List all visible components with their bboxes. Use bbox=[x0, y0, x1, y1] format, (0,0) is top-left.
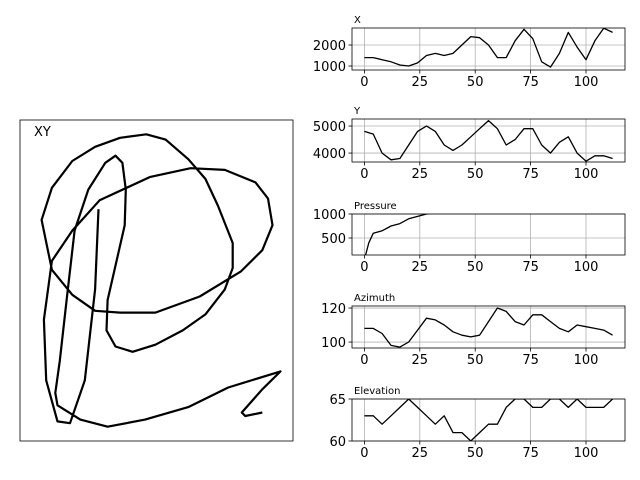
x-tick-label: 50 bbox=[467, 167, 484, 182]
x-tick-label: 50 bbox=[467, 260, 484, 275]
axes-frame bbox=[351, 398, 626, 442]
x-tick-label: 100 bbox=[574, 167, 599, 182]
x-tick-label: 25 bbox=[412, 446, 429, 461]
plot-area bbox=[364, 119, 613, 162]
axes-title: Y bbox=[353, 106, 361, 117]
y-tick-label: 120 bbox=[321, 302, 346, 317]
y-tick-label: 1000 bbox=[313, 60, 346, 75]
data-line bbox=[364, 214, 433, 255]
y-tick-label: 2000 bbox=[313, 39, 346, 54]
x-tick-label: 50 bbox=[467, 446, 484, 461]
y-tick-label: 4000 bbox=[313, 147, 346, 162]
axes-title: Elevation bbox=[354, 386, 400, 397]
x-tick-label: 0 bbox=[360, 260, 368, 275]
plot-area bbox=[364, 214, 433, 255]
x-tick-label: 100 bbox=[574, 260, 599, 275]
axes-title: XY bbox=[34, 125, 51, 140]
x-tick-label: 25 bbox=[412, 75, 429, 90]
x-tick-label: 0 bbox=[360, 167, 368, 182]
data-line bbox=[364, 28, 613, 68]
x-tick-label: 0 bbox=[360, 446, 368, 461]
x-tick-label: 0 bbox=[360, 353, 368, 368]
x-tick-label: 25 bbox=[412, 167, 429, 182]
data-line bbox=[364, 307, 613, 348]
x-tick-label: 25 bbox=[412, 260, 429, 275]
axes-frame bbox=[351, 213, 626, 256]
plot-area bbox=[364, 28, 613, 68]
axes-frame bbox=[19, 119, 294, 442]
x-tick-label: 75 bbox=[522, 353, 539, 368]
x-tick-label: 100 bbox=[574, 75, 599, 90]
x-tick-label: 75 bbox=[522, 75, 539, 90]
x-tick-label: 75 bbox=[522, 167, 539, 182]
y-tick-label: 5000 bbox=[313, 120, 346, 135]
data-line bbox=[364, 399, 614, 441]
x-tick-label: 100 bbox=[574, 353, 599, 368]
plot-area bbox=[40, 133, 282, 428]
y-tick-label: 500 bbox=[321, 232, 346, 247]
x-tick-label: 25 bbox=[412, 353, 429, 368]
axes-title: Pressure bbox=[354, 201, 397, 212]
axes-title: Azimuth bbox=[354, 293, 395, 304]
axes-frame bbox=[351, 27, 626, 71]
x-tick-label: 75 bbox=[522, 446, 539, 461]
axes-frame bbox=[351, 305, 626, 349]
y-tick-label: 100 bbox=[321, 336, 346, 351]
x-tick-label: 50 bbox=[467, 353, 484, 368]
plot-area bbox=[364, 399, 614, 441]
y-tick-label: 1000 bbox=[313, 208, 346, 223]
x-tick-label: 75 bbox=[522, 260, 539, 275]
x-tick-label: 50 bbox=[467, 75, 484, 90]
x-tick-label: 100 bbox=[574, 446, 599, 461]
y-tick-label: 65 bbox=[329, 393, 346, 408]
x-tick-label: 0 bbox=[360, 75, 368, 90]
axes-title: X bbox=[354, 15, 361, 26]
data-line bbox=[40, 133, 282, 428]
data-line bbox=[364, 119, 613, 162]
plot-area bbox=[364, 307, 613, 348]
y-tick-label: 60 bbox=[329, 435, 346, 450]
axes-frame bbox=[351, 118, 626, 163]
